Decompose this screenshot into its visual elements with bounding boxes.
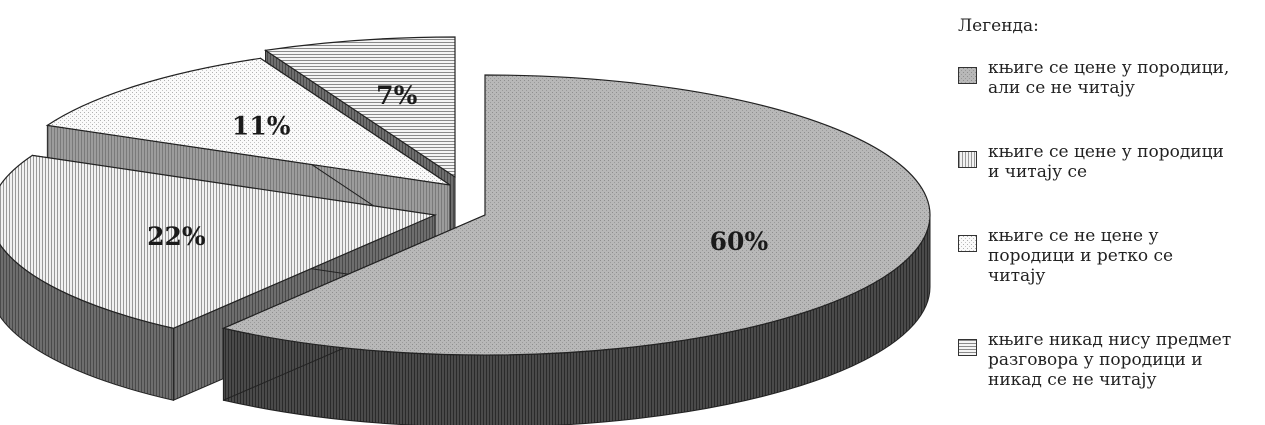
legend-swatch (958, 151, 977, 168)
legend-label: књиге се не цене у породици и ретко се ч… (988, 226, 1174, 286)
pie-chart: 7% 11% 22% 60% (0, 36, 931, 425)
slice-label: 11% (232, 112, 291, 141)
slice-label: 60% (710, 227, 769, 256)
legend-item: књиге се цене у породици и читају се (958, 142, 1258, 182)
legend-title: Легенда: (958, 16, 1039, 36)
legend-item: књиге никад нису предмет разговора у пор… (958, 330, 1258, 390)
legend-label: књиге се цене у породици и читају се (988, 142, 1224, 182)
legend: Легенда: књиге се цене у породици, али с… (958, 16, 1258, 390)
legend-label: књиге никад нису предмет разговора у пор… (988, 330, 1232, 390)
slice-label: 7% (376, 81, 417, 110)
legend-swatch (958, 339, 977, 356)
pie-slice (221, 74, 931, 425)
legend-item: књиге се не цене у породици и ретко се ч… (958, 226, 1258, 286)
legend-label: књиге се цене у породици, али се не чита… (988, 58, 1230, 98)
slice-label: 22% (147, 222, 206, 251)
legend-swatch (958, 67, 977, 84)
legend-item: књиге се цене у породици, али се не чита… (958, 58, 1258, 98)
legend-swatch (958, 235, 977, 252)
